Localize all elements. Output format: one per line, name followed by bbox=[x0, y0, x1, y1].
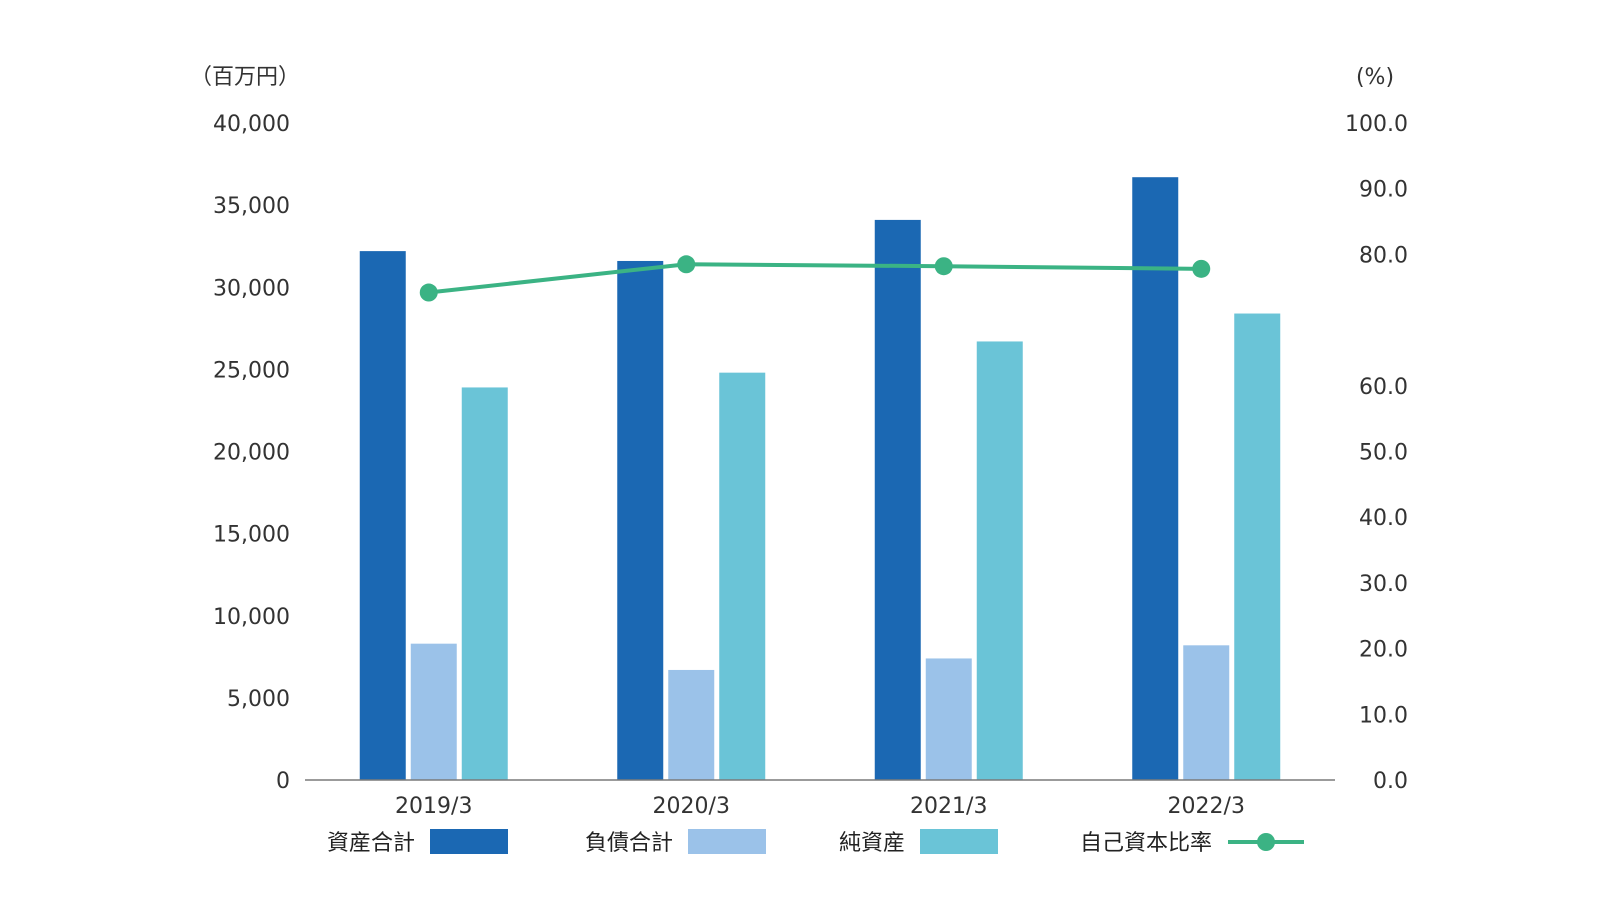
right-tick-label: 0.0 bbox=[1373, 769, 1408, 794]
ratio-line-series bbox=[419, 255, 1211, 302]
legend-marker bbox=[1257, 833, 1275, 851]
left-axis-unit: （百万円） bbox=[190, 65, 300, 90]
ratio-line bbox=[428, 262, 1202, 295]
ratio-point-2020/3 bbox=[677, 255, 696, 274]
ratio-point-2019/3 bbox=[419, 283, 438, 302]
bar-3-2019/3 bbox=[461, 387, 508, 780]
right-axis-ticks: 0.0 10.0 20.0 30.0 40.0 50.0 60.0 80.0 90.0 100.0 bbox=[1345, 112, 1408, 794]
legend-label: 負債合計 bbox=[585, 831, 673, 856]
legend-swatch bbox=[688, 829, 766, 854]
x-tick-label: 2020/3 bbox=[653, 794, 730, 819]
bar-3-2022/3 bbox=[1234, 313, 1281, 780]
left-tick-label: 15,000 bbox=[213, 523, 290, 548]
bar-3-2021/3 bbox=[976, 341, 1023, 780]
bars bbox=[359, 177, 1281, 781]
bar-1-2022/3 bbox=[1132, 177, 1179, 780]
right-tick-label: 20.0 bbox=[1359, 638, 1408, 663]
left-tick-label: 5,000 bbox=[227, 687, 290, 712]
left-axis-ticks: 0 5,000 10,000 15,000 20,000 25,000 30,000 35,0… bbox=[213, 112, 290, 794]
right-tick-label: 100.0 bbox=[1345, 112, 1408, 137]
bar-2-2021/3 bbox=[925, 658, 972, 780]
bar-2-2022/3 bbox=[1183, 645, 1230, 780]
left-tick-label: 30,000 bbox=[213, 276, 290, 301]
left-tick-label: 40,000 bbox=[213, 112, 290, 137]
right-tick-label: 10.0 bbox=[1359, 703, 1408, 728]
left-tick-label: 0 bbox=[276, 769, 290, 794]
legend-label: 自己資本比率 bbox=[1080, 831, 1212, 856]
left-tick-label: 20,000 bbox=[213, 441, 290, 466]
right-tick-label: 40.0 bbox=[1359, 506, 1408, 531]
bar-2-2020/3 bbox=[668, 669, 715, 780]
ratio-point-2022/3 bbox=[1192, 259, 1211, 278]
right-tick-label: 30.0 bbox=[1359, 572, 1408, 597]
bar-3-2020/3 bbox=[719, 372, 766, 780]
right-tick-label: 50.0 bbox=[1359, 441, 1408, 466]
x-tick-label: 2021/3 bbox=[910, 794, 987, 819]
right-tick-label: 80.0 bbox=[1359, 243, 1408, 268]
x-axis-ticks: 2019/3 2020/3 2021/3 2022/3 bbox=[395, 794, 1245, 819]
legend-label: 資産合計 bbox=[327, 831, 415, 856]
bar-2-2019/3 bbox=[410, 643, 457, 780]
legend-label: 純資産 bbox=[839, 831, 905, 856]
bar-1-2019/3 bbox=[359, 251, 406, 781]
bar-1-2020/3 bbox=[617, 260, 664, 781]
bar-1-2021/3 bbox=[874, 219, 921, 781]
legend: 資産合計 負債合計 純資産 自己資本比率 bbox=[327, 829, 1304, 856]
right-axis-unit: (%) bbox=[1356, 65, 1394, 90]
x-tick-label: 2022/3 bbox=[1168, 794, 1245, 819]
right-tick-label: 60.0 bbox=[1359, 375, 1408, 400]
x-tick-label: 2019/3 bbox=[395, 794, 472, 819]
left-tick-label: 25,000 bbox=[213, 358, 290, 383]
right-tick-label: 90.0 bbox=[1359, 178, 1408, 203]
left-tick-label: 35,000 bbox=[213, 194, 290, 219]
legend-swatch bbox=[920, 829, 998, 854]
left-tick-label: 10,000 bbox=[213, 605, 290, 630]
legend-swatch bbox=[430, 829, 508, 854]
ratio-point-2021/3 bbox=[934, 257, 953, 276]
